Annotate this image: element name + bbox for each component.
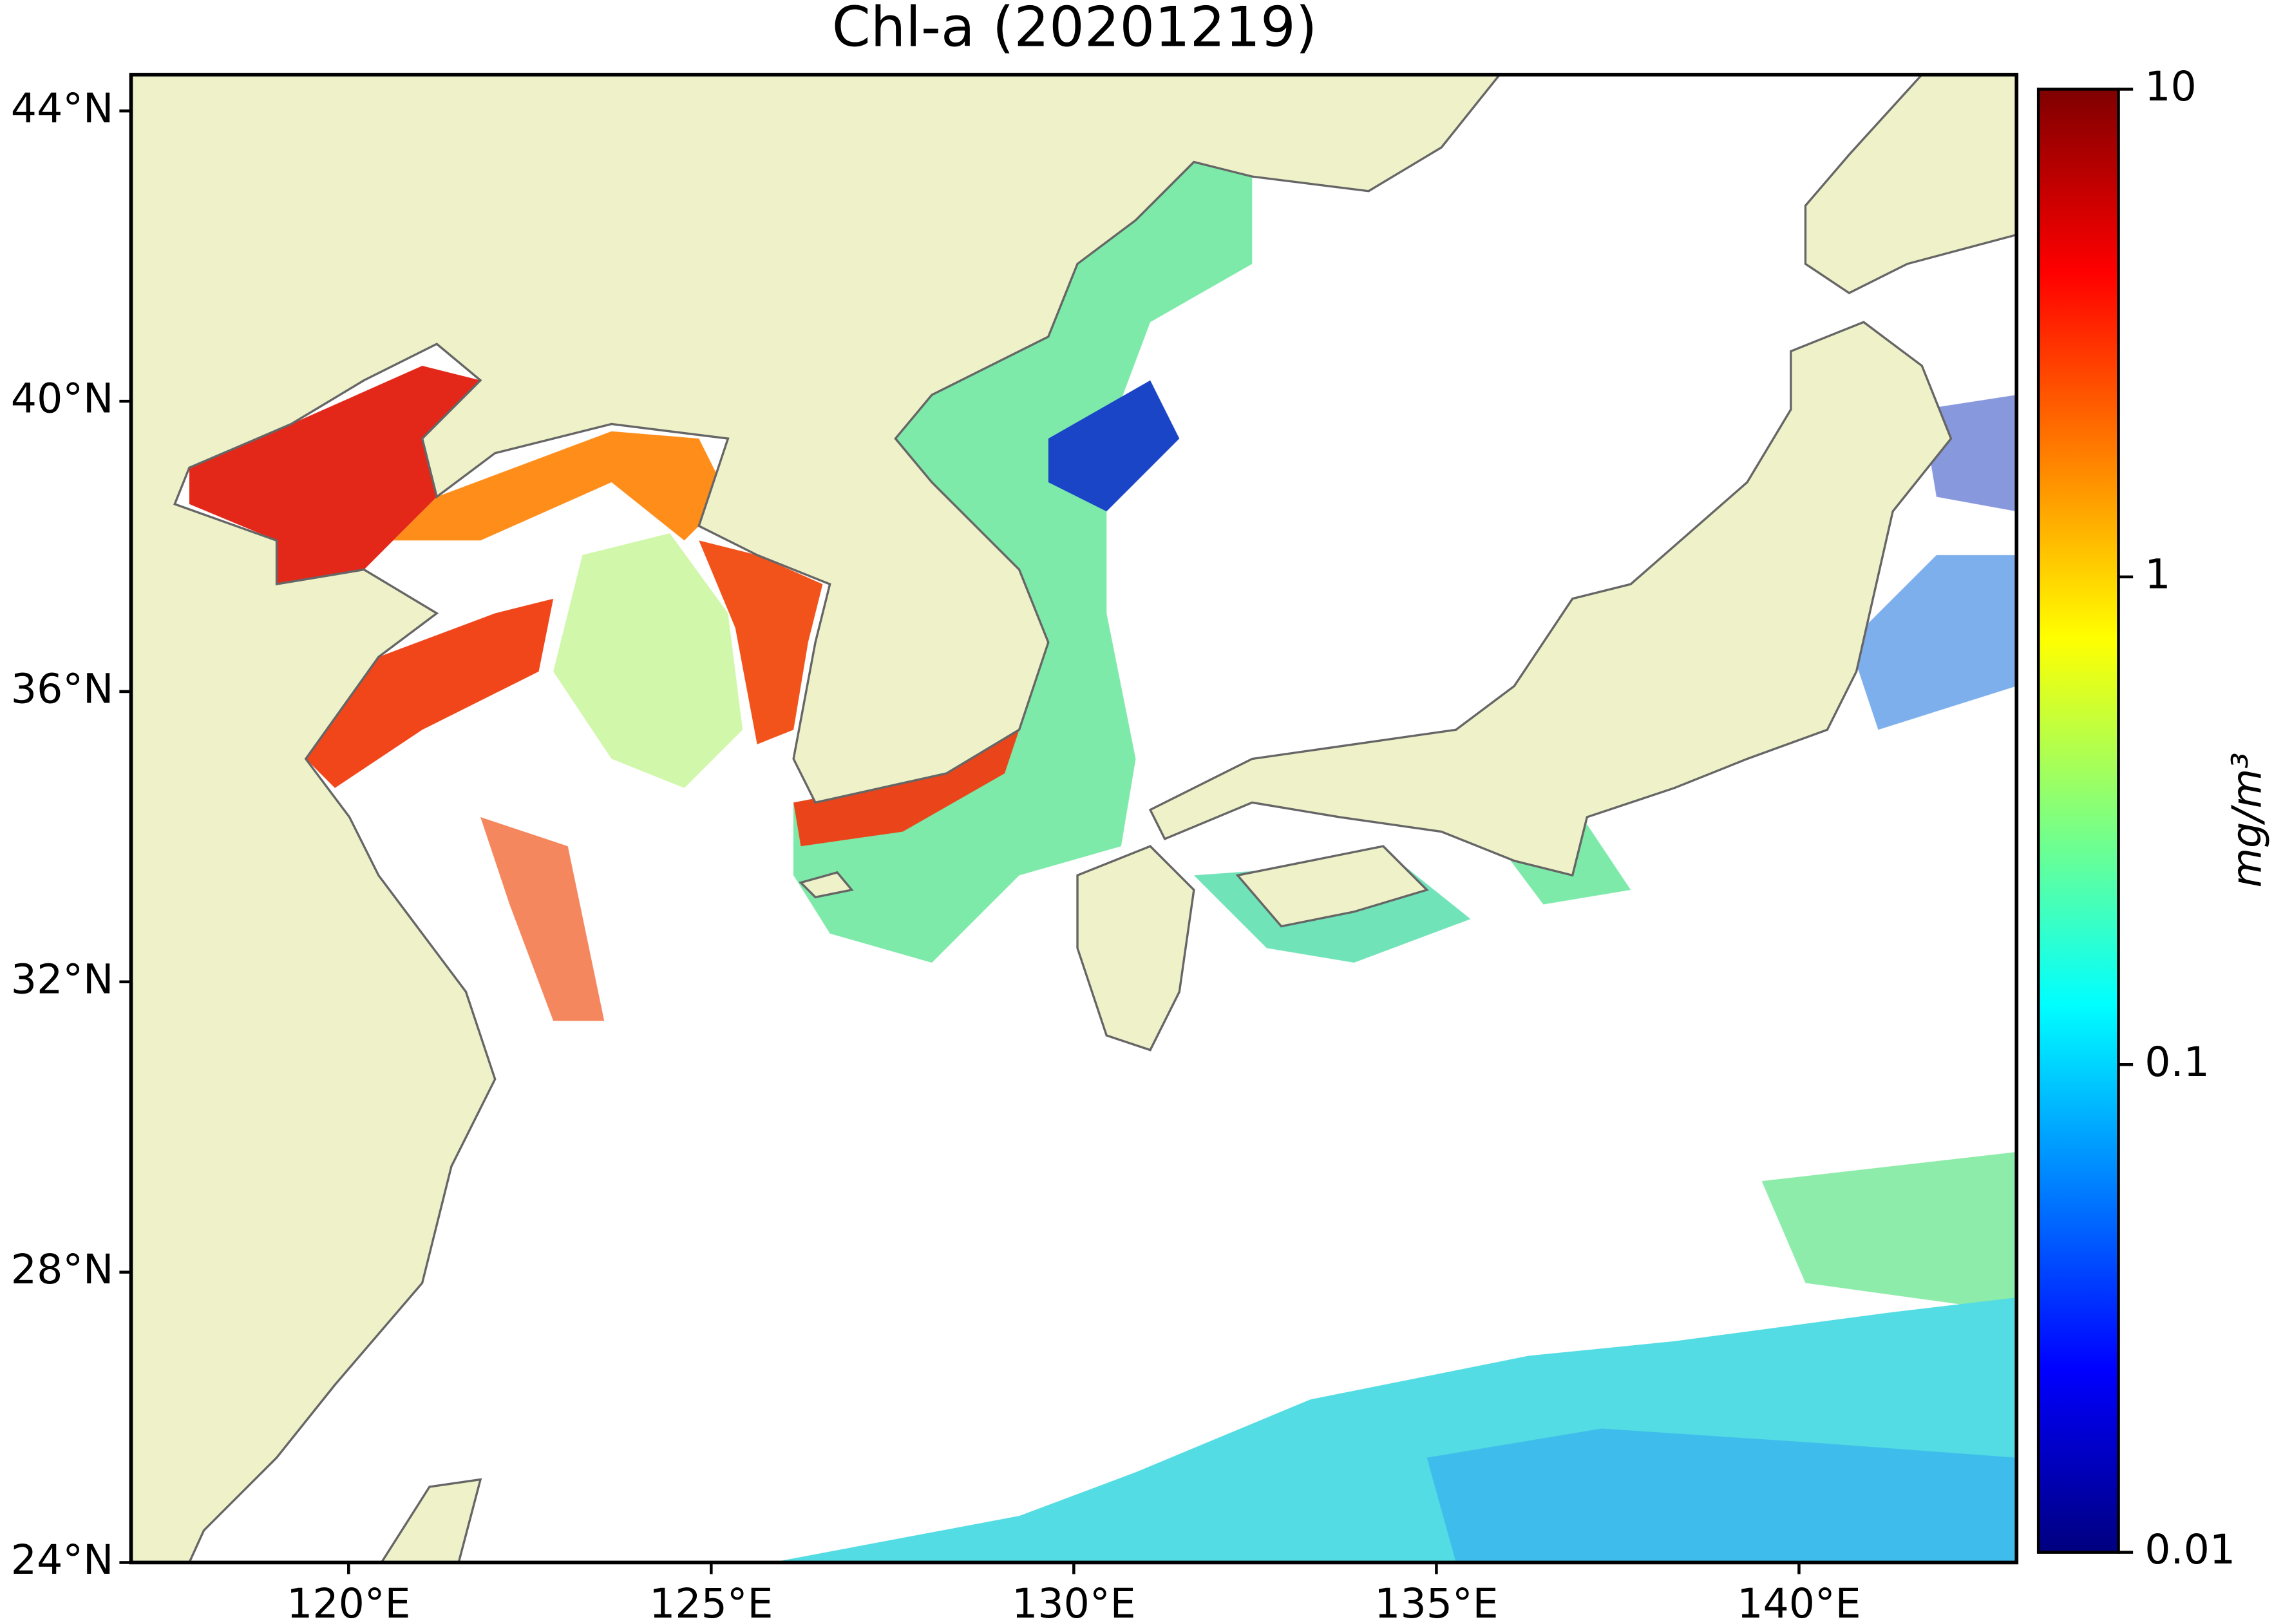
chl-patch bbox=[699, 540, 823, 744]
colorbar bbox=[2036, 88, 2120, 1554]
honshu bbox=[1148, 321, 1953, 877]
x-tick-label: 135°E bbox=[1374, 1580, 1498, 1624]
chl-patch bbox=[553, 533, 743, 788]
chl-patch bbox=[1761, 1151, 2017, 1312]
y-tick-label: 24°N bbox=[11, 1536, 114, 1583]
chl-patch bbox=[305, 598, 554, 788]
x-tick-label: 140°E bbox=[1737, 1580, 1861, 1624]
y-tick-label: 44°N bbox=[11, 84, 114, 132]
continent bbox=[131, 74, 1501, 1563]
chl-patch bbox=[1048, 380, 1180, 512]
x-tick-label: 125°E bbox=[649, 1580, 773, 1624]
chl-patch bbox=[393, 431, 728, 541]
taiwan bbox=[380, 1478, 482, 1563]
colorbar-tick-label: 1 bbox=[2145, 550, 2170, 598]
chl-patch bbox=[1849, 554, 2017, 730]
chl-patch bbox=[189, 366, 481, 599]
y-tick-label: 36°N bbox=[11, 665, 114, 713]
colorbar-tick-label: 0.1 bbox=[2145, 1038, 2210, 1086]
colorbar-tick-label: 0.01 bbox=[2145, 1525, 2235, 1573]
shikoku bbox=[1235, 845, 1429, 928]
x-tick-label: 130°E bbox=[1012, 1580, 1135, 1624]
chl-patch bbox=[1426, 1428, 2017, 1563]
y-tick-label: 32°N bbox=[11, 955, 114, 1003]
x-tick-label: 120°E bbox=[287, 1580, 410, 1624]
chl-patch bbox=[793, 730, 1019, 847]
y-tick-label: 40°N bbox=[11, 375, 114, 422]
map bbox=[131, 74, 2017, 1563]
y-tick-label: 28°N bbox=[11, 1245, 114, 1293]
jeju bbox=[799, 871, 854, 899]
hokkaido bbox=[1804, 74, 2017, 294]
colorbar-label: mg/m³ bbox=[2223, 752, 2271, 887]
coastlines bbox=[131, 74, 2017, 1563]
colorbar-tick-label: 10 bbox=[2145, 62, 2197, 110]
chl-patch bbox=[793, 162, 1253, 963]
kyushu bbox=[1076, 845, 1195, 1052]
chl-patch bbox=[480, 817, 605, 1021]
title: Chl-a (20201219) bbox=[832, 0, 1318, 59]
